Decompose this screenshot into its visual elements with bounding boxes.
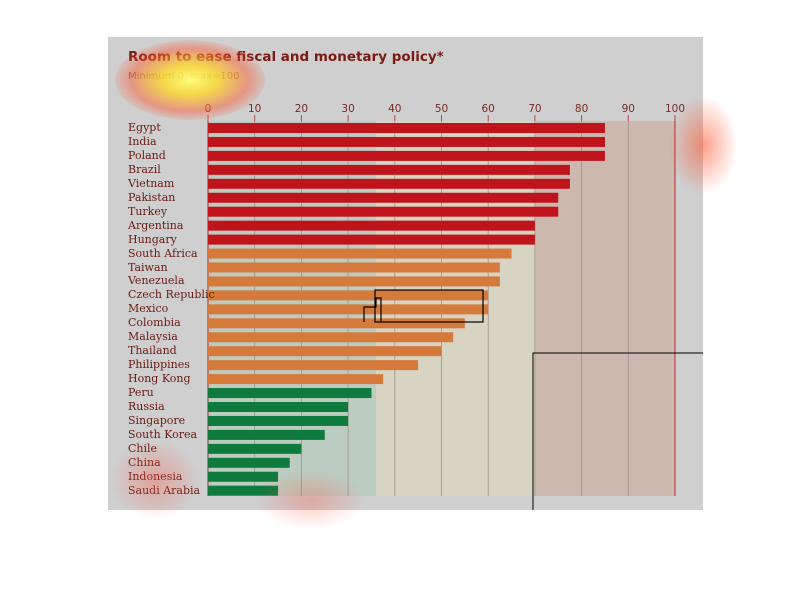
- category-label: Singapore: [128, 413, 186, 427]
- bar: [208, 164, 570, 175]
- bar: [208, 457, 290, 468]
- bar: [208, 415, 349, 426]
- category-label: Argentina: [128, 218, 184, 232]
- category-label: Chile: [128, 441, 158, 455]
- bar: [208, 485, 279, 496]
- category-label: Indonesia: [128, 469, 183, 483]
- category-label: Philippines: [128, 358, 190, 372]
- bar: [208, 290, 489, 301]
- category-label: Taiwan: [128, 260, 168, 274]
- bar: [208, 123, 605, 133]
- bar: [208, 429, 325, 440]
- category-label: Hungary: [128, 232, 177, 246]
- category-label: Egypt: [128, 121, 161, 134]
- chart-title: Room to ease fiscal and monetary policy*: [128, 49, 444, 65]
- bar: [208, 234, 535, 245]
- bar: [208, 262, 500, 273]
- category-label: Brazil: [128, 162, 161, 176]
- category-label: Thailand: [128, 344, 177, 358]
- bar: [208, 304, 489, 315]
- category-label: Peru: [128, 386, 154, 400]
- band-high: [534, 121, 675, 496]
- x-tick-label: 20: [294, 103, 309, 115]
- x-tick-label: 50: [434, 103, 449, 115]
- category-label: Turkey: [128, 204, 168, 218]
- category-label: Pakistan: [128, 190, 176, 204]
- category-label: Mexico: [128, 302, 169, 316]
- category-label: Hong Kong: [128, 372, 191, 386]
- x-tick-label: 0: [204, 103, 212, 115]
- bar: [208, 206, 559, 217]
- bar: [208, 136, 605, 147]
- category-label: Poland: [128, 148, 166, 162]
- category-label: Malaysia: [128, 330, 178, 344]
- x-tick-label: 30: [341, 103, 355, 115]
- bar: [208, 248, 512, 259]
- category-label: Saudi Arabia: [128, 483, 201, 497]
- category-label: South Africa: [128, 246, 198, 260]
- category-label: Vietnam: [128, 176, 175, 190]
- bar: [208, 276, 500, 287]
- bar: [208, 374, 384, 385]
- x-tick-label: 60: [481, 103, 495, 115]
- category-label: Czech Republic: [128, 288, 215, 302]
- category-label: Colombia: [128, 316, 181, 330]
- bar: [208, 192, 559, 203]
- annotation-corner: [532, 352, 703, 510]
- category-label: Venezuela: [128, 274, 185, 288]
- bar: [208, 443, 302, 454]
- bar: [208, 220, 535, 231]
- bar: [208, 178, 570, 189]
- x-tick-label: 10: [248, 103, 262, 115]
- bar: [208, 360, 419, 371]
- x-tick-label: 100: [664, 103, 686, 115]
- chart-subtitle: Minimum 0, max=100: [128, 71, 240, 82]
- category-label: Russia: [128, 400, 165, 413]
- annotation-marker: [363, 297, 382, 322]
- category-label: China: [128, 455, 161, 469]
- bar: [208, 332, 454, 343]
- x-tick-label: 40: [388, 103, 402, 115]
- bar: [208, 318, 465, 329]
- category-label: South Korea: [128, 427, 198, 441]
- bar: [208, 402, 349, 412]
- bar: [208, 150, 605, 161]
- bar: [208, 388, 372, 399]
- x-tick-label: 80: [574, 103, 589, 115]
- bar: [208, 471, 279, 482]
- x-tick-label: 70: [528, 103, 542, 115]
- annotation-box: [374, 289, 484, 323]
- bar: [208, 346, 442, 357]
- x-tick-label: 90: [621, 103, 635, 115]
- category-label: India: [128, 134, 157, 148]
